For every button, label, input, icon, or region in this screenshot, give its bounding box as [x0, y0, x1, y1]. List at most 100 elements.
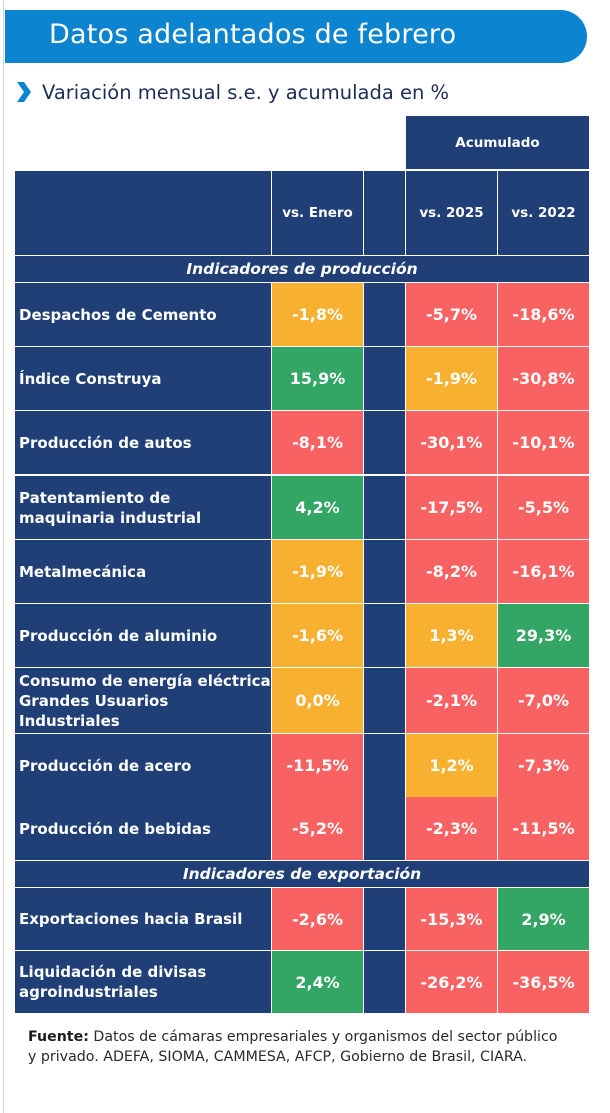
value-vs-2022: -16,1%	[498, 540, 589, 603]
value-vs-enero-text: 4,2%	[295, 498, 340, 517]
row-label-text: Producción de autos	[19, 433, 192, 452]
row-label-text: Despachos de Cemento	[19, 305, 217, 324]
value-vs-enero: -1,9%	[272, 540, 363, 603]
spacer-cell	[364, 734, 405, 797]
value-vs-2025-text: 1,3%	[429, 626, 474, 645]
row-label-text: Producción de acero	[19, 756, 192, 775]
value-vs-2025-text: -2,3%	[425, 819, 477, 838]
value-vs-2022: -7,3%	[498, 734, 589, 797]
spacer-cell	[364, 668, 405, 733]
value-vs-2022: -5,5%	[498, 476, 589, 539]
column-header-vs-enero-text: vs. Enero	[282, 205, 353, 221]
section-header: Indicadores de exportación	[15, 861, 589, 887]
value-vs-enero-text: -1,9%	[291, 562, 343, 581]
value-vs-enero: -2,6%	[272, 888, 363, 950]
row-label: Producción de aluminio	[15, 604, 271, 667]
section-header-text: Indicadores de exportación	[182, 865, 422, 883]
row-label: Producción de acero	[15, 734, 271, 797]
value-vs-enero: -11,5%	[272, 734, 363, 797]
row-label-text: Liquidación de divisas agroindustriales	[19, 963, 207, 1001]
value-vs-2022-text: -7,0%	[517, 691, 569, 710]
value-vs-2022-text: -36,5%	[512, 972, 575, 992]
value-vs-2025: -26,2%	[406, 951, 497, 1013]
row-label-text: Producción de bebidas	[19, 819, 211, 838]
value-vs-2025-text: -17,5%	[420, 498, 483, 517]
value-vs-2022: -18,6%	[498, 283, 589, 346]
group-header-acumulado-text: Acumulado	[455, 134, 540, 151]
value-vs-enero-text: 15,9%	[289, 369, 346, 388]
value-vs-enero-text: -1,8%	[291, 305, 343, 324]
row-label: Producción de bebidas	[15, 797, 271, 860]
value-vs-enero-text: 0,0%	[295, 691, 340, 710]
row-label: Metalmecánica	[15, 540, 271, 603]
value-vs-enero-text: 2,4%	[295, 972, 340, 992]
value-vs-enero: -8,1%	[272, 411, 363, 474]
spacer-cell	[364, 797, 405, 860]
spacer-cell	[364, 604, 405, 667]
subtitle-text: Variación mensual s.e. y acumulada en %	[42, 80, 450, 104]
value-vs-2025: -17,5%	[406, 476, 497, 539]
page-border	[3, 0, 4, 1113]
value-vs-2022-text: -7,3%	[517, 756, 569, 775]
column-header-vs-2025: vs. 2025	[406, 171, 497, 255]
value-vs-enero-text: -2,6%	[291, 909, 343, 929]
value-vs-2025-text: 1,2%	[429, 756, 474, 775]
value-vs-2022-text: 2,9%	[521, 909, 566, 929]
header-label-cell	[15, 171, 271, 255]
row-label: Producción de autos	[15, 411, 271, 474]
source-label: Fuente:	[28, 1029, 89, 1045]
value-vs-2025: -15,3%	[406, 888, 497, 950]
value-vs-enero: 15,9%	[272, 347, 363, 410]
spacer-cell	[364, 951, 405, 1013]
value-vs-2025: -1,9%	[406, 347, 497, 410]
chevron-right-icon	[17, 82, 31, 102]
title-banner: Datos adelantados de febrero	[5, 10, 587, 63]
row-label: Consumo de energía eléctrica Grandes Usu…	[15, 668, 271, 733]
row-label-text: Exportaciones hacia Brasil	[19, 910, 243, 928]
value-vs-enero-text: -1,6%	[291, 626, 343, 645]
spacer-cell	[364, 888, 405, 950]
value-vs-2022: -36,5%	[498, 951, 589, 1013]
value-vs-enero: -1,6%	[272, 604, 363, 667]
row-label: Índice Construya	[15, 347, 271, 410]
value-vs-2022: -11,5%	[498, 797, 589, 860]
subtitle: Variación mensual s.e. y acumulada en %	[16, 78, 449, 106]
value-vs-2022: -10,1%	[498, 411, 589, 474]
value-vs-2025-text: -26,2%	[420, 972, 483, 992]
row-label-text: Índice Construya	[19, 369, 162, 388]
value-vs-enero-text: -5,2%	[291, 819, 343, 838]
value-vs-2025: 1,2%	[406, 734, 497, 797]
value-vs-2025: -30,1%	[406, 411, 497, 474]
value-vs-2022-text: 29,3%	[515, 626, 572, 645]
value-vs-2022-text: -5,5%	[517, 498, 569, 517]
row-label-text: Producción de aluminio	[19, 626, 218, 645]
value-vs-2022-text: -11,5%	[512, 819, 575, 838]
value-vs-enero: 0,0%	[272, 668, 363, 733]
value-vs-2025-text: -1,9%	[425, 369, 477, 388]
value-vs-2025-text: -15,3%	[420, 909, 483, 929]
column-header-vs-2022: vs. 2022	[498, 171, 589, 255]
value-vs-2022: -7,0%	[498, 668, 589, 733]
value-vs-2022-text: -18,6%	[512, 305, 575, 324]
value-vs-enero: -5,2%	[272, 797, 363, 860]
value-vs-2022: -30,8%	[498, 347, 589, 410]
row-label: Liquidación de divisas agroindustriales	[15, 951, 271, 1013]
spacer-cell	[364, 283, 405, 346]
value-vs-2025: -2,1%	[406, 668, 497, 733]
section-header: Indicadores de producción	[15, 256, 589, 282]
row-label-text: Patentamiento de maquinaria industrial	[19, 488, 202, 527]
row-label-text: Consumo de energía eléctrica Grandes Usu…	[19, 671, 271, 730]
value-vs-enero-text: -8,1%	[291, 433, 343, 452]
page-title: Datos adelantados de febrero	[49, 19, 457, 50]
value-vs-2022-text: -16,1%	[512, 562, 575, 581]
value-vs-enero-text: -11,5%	[286, 756, 349, 775]
section-header-text: Indicadores de producción	[186, 260, 418, 278]
value-vs-enero: -1,8%	[272, 283, 363, 346]
value-vs-2022: 2,9%	[498, 888, 589, 950]
row-label-text: Metalmecánica	[19, 562, 147, 581]
value-vs-2025-text: -5,7%	[425, 305, 477, 324]
value-vs-2022-text: -30,8%	[512, 369, 575, 388]
value-vs-2025: -5,7%	[406, 283, 497, 346]
source-note: Fuente: Datos de cámaras empresariales y…	[28, 1028, 568, 1067]
value-vs-2025: -2,3%	[406, 797, 497, 860]
